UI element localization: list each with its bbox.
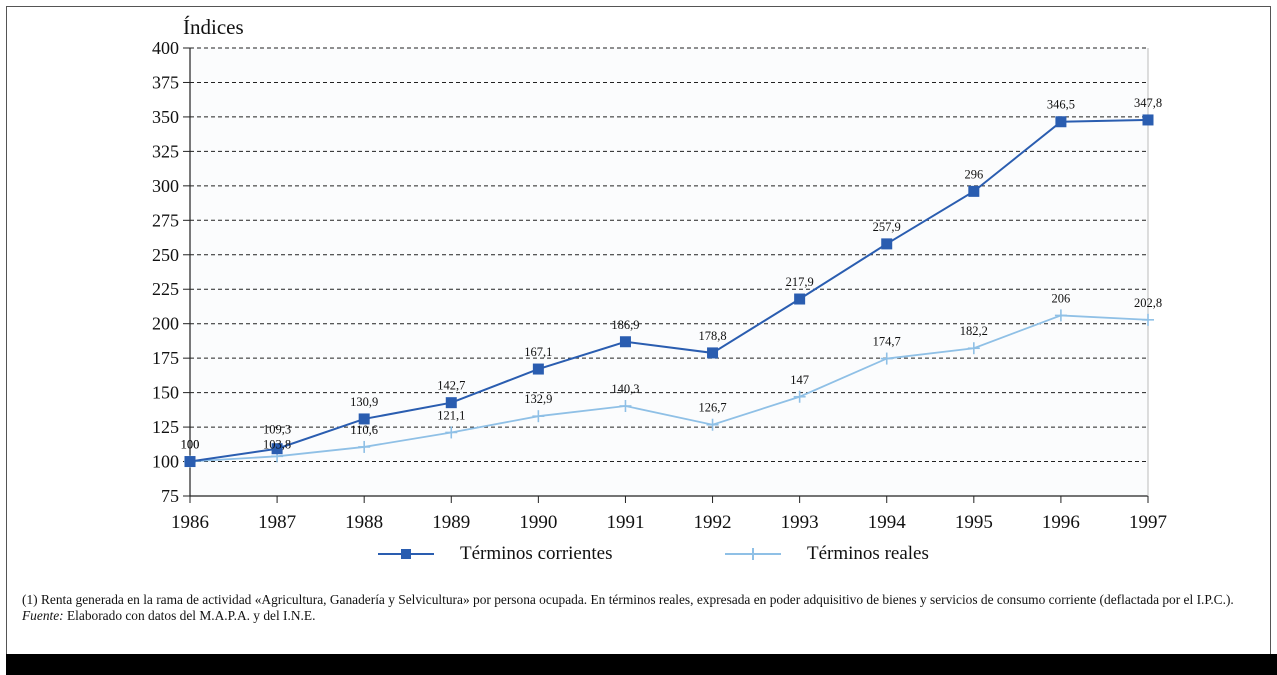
data-label-reales: 126,7 [698,401,726,415]
y-tick-label: 250 [152,245,179,265]
data-label-corrientes: 296 [964,167,983,181]
data-label-corrientes: 186,9 [611,318,639,332]
point-corrientes [794,293,806,305]
data-label-corrientes: 346,5 [1047,98,1075,112]
x-tick-label: 1996 [1042,512,1080,533]
point-corrientes [968,185,980,197]
point-corrientes [358,413,370,425]
line-chart: 7510012515017520022525027530032535037540… [152,38,1167,533]
x-tick-label: 1986 [171,512,209,533]
data-label-corrientes: 347,8 [1134,96,1162,110]
legend-item-corrientes: Términos corrientes [378,543,612,565]
bottom-bar [6,654,1277,675]
y-tick-label: 400 [152,38,179,58]
y-tick-label: 125 [152,417,179,437]
data-label-reales: 100 [181,438,200,452]
x-tick-label: 1988 [345,512,383,533]
point-corrientes [881,238,893,250]
legend-item-reales: Términos reales [725,543,929,565]
y-tick-label: 375 [152,72,179,92]
data-label-reales: 202,8 [1134,296,1162,310]
y-tick-label: 350 [152,107,179,127]
y-tick-label: 325 [152,141,179,161]
legend-swatch-corrientes [378,545,434,563]
x-tick-label: 1992 [694,512,732,533]
y-tick-label: 300 [152,176,179,196]
source-line: Fuente: Elaborado con datos del M.A.P.A.… [22,608,1262,624]
data-label-reales: 132,9 [524,392,552,406]
data-label-reales: 110,6 [350,423,378,437]
plot-area [190,48,1148,496]
y-tick-label: 200 [152,314,179,334]
data-label-corrientes: 142,7 [437,379,465,393]
point-corrientes [184,456,196,468]
data-label-reales: 182,2 [960,324,988,338]
data-label-corrientes: 257,9 [873,220,901,234]
data-label-reales: 147 [790,373,809,387]
x-tick-label: 1987 [258,512,296,533]
chart-legend: Términos corrientes Términos reales [0,543,1277,571]
data-label-corrientes: 109,3 [263,423,291,437]
data-label-reales: 174,7 [873,335,901,349]
point-corrientes [707,347,719,359]
point-corrientes [1055,116,1067,128]
point-corrientes [271,443,283,455]
y-tick-label: 75 [161,486,179,506]
data-label-reales: 140,3 [611,382,639,396]
point-corrientes [532,363,544,375]
x-tick-label: 1989 [432,512,470,533]
legend-label-reales: Términos reales [807,543,929,564]
series-line-reales [189,314,1149,463]
data-label-corrientes: 167,1 [524,345,552,359]
point-corrientes [445,397,457,409]
footnote: (1) Renta generada en la rama de activid… [22,592,1234,607]
legend-label-corrientes: Términos corrientes [460,543,613,564]
x-tick-label: 1990 [519,512,557,533]
legend-swatch-reales [725,545,781,563]
y-tick-label: 225 [152,279,179,299]
data-label-corrientes: 100 [181,438,200,452]
x-tick-label: 1997 [1129,512,1167,533]
data-label-reales: 103,8 [263,437,291,451]
point-corrientes [1142,114,1154,126]
figure-frame [6,6,1271,659]
figure-notes: (1) Renta generada en la rama de activid… [22,592,1262,624]
data-label-reales: 121,1 [437,408,465,422]
series-line-corrientes [189,118,1149,463]
x-tick-label: 1995 [955,512,993,533]
y-axis-title: Índices [183,15,244,39]
source-text: Elaborado con datos del M.A.P.A. y del I… [63,608,316,623]
y-tick-label: 150 [152,383,179,403]
data-label-corrientes: 217,9 [786,275,814,289]
data-label-corrientes: 130,9 [350,395,378,409]
x-tick-label: 1991 [606,512,644,533]
data-label-corrientes: 178,8 [698,329,726,343]
y-tick-label: 175 [152,348,179,368]
point-corrientes [619,336,631,348]
data-label-reales: 206 [1052,291,1071,305]
y-tick-label: 100 [152,452,179,472]
x-tick-label: 1993 [781,512,819,533]
source-label: Fuente: [22,608,64,623]
y-tick-label: 275 [152,210,179,230]
x-tick-label: 1994 [868,512,907,533]
